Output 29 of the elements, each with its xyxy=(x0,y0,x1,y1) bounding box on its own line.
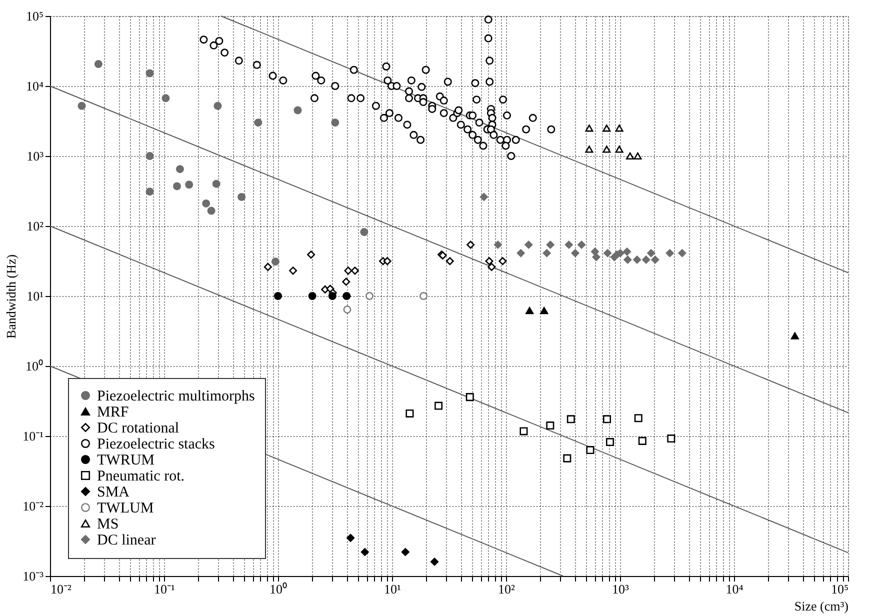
legend-label: TWLUM xyxy=(97,500,154,516)
legend-label: Piezoelectric stacks xyxy=(97,436,216,452)
legend-label: MRF xyxy=(97,404,129,420)
y-tick-label: 10⁻² xyxy=(22,498,44,514)
y-tick-label: 10⁰ xyxy=(26,358,44,374)
legend-label: SMA xyxy=(97,484,130,500)
x-tick-label: 10⁵ xyxy=(830,582,848,596)
legend-label: DC rotational xyxy=(97,420,180,436)
legend-label: TWRUM xyxy=(97,452,154,468)
x-tick-label: 10⁻² xyxy=(50,582,72,596)
x-tick-label: 10⁻¹ xyxy=(154,582,176,596)
x-tick-label: 10⁰ xyxy=(270,582,288,596)
x-tick-label: 10³ xyxy=(612,582,630,596)
y-tick-label: 10⁻¹ xyxy=(22,428,44,444)
legend-label: MS xyxy=(97,516,119,532)
y-tick-label: 10⁵ xyxy=(26,8,44,24)
legend-label: Piezoelectric multimorphs xyxy=(97,388,256,404)
x-axis-title: Size (cm³) xyxy=(794,598,848,614)
x-tick-label: 10² xyxy=(498,582,516,596)
y-tick-label: 10² xyxy=(26,218,44,234)
y-tick-label: 10¹ xyxy=(26,288,44,304)
legend-label: Pneumatic rot. xyxy=(97,468,184,484)
x-tick-label: 10⁴ xyxy=(726,582,744,596)
y-axis-title: Bandwidth (Hz) xyxy=(4,254,19,339)
x-tick-label: 10¹ xyxy=(384,582,402,596)
y-tick-label: 10⁻³ xyxy=(22,568,44,584)
y-tick-label: 10⁴ xyxy=(26,78,44,94)
y-tick-label: 10³ xyxy=(26,148,44,164)
legend-label: DC linear xyxy=(97,532,156,548)
